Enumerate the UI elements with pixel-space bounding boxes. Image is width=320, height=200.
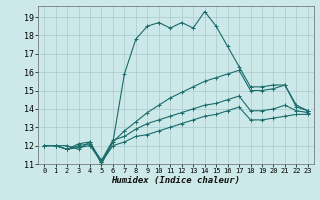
X-axis label: Humidex (Indice chaleur): Humidex (Indice chaleur) bbox=[111, 176, 241, 185]
